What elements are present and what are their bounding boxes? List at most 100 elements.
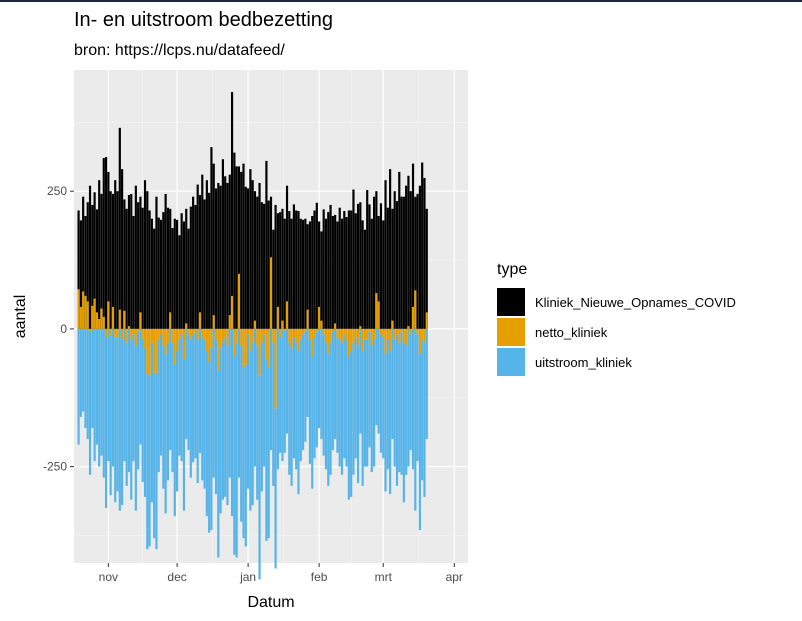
bar-kliniek-nieuwe-opnames — [372, 196, 376, 329]
bar-kliniek-nieuwe-opnames — [421, 162, 424, 329]
bar-uitstroom-kliniek — [308, 339, 312, 464]
legend-label: Kliniek_Nieuwe_Opnames_COVID — [535, 294, 736, 310]
bar-uitstroom-kliniek — [285, 328, 289, 434]
bar-uitstroom-kliniek — [340, 342, 344, 475]
bar-kliniek-nieuwe-opnames — [363, 229, 367, 329]
x-tick-label: jan — [239, 570, 256, 584]
bar-netto-kliniek — [340, 328, 344, 343]
bar-kliniek-nieuwe-opnames — [368, 204, 371, 329]
bar-uitstroom-kliniek — [171, 342, 174, 473]
bar-uitstroom-kliniek — [393, 339, 396, 467]
x-tick-label: mrt — [375, 570, 393, 584]
bar-netto-kliniek — [153, 328, 156, 373]
bar-uitstroom-kliniek — [425, 328, 428, 440]
bar-kliniek-nieuwe-opnames — [198, 195, 202, 329]
bar-uitstroom-kliniek — [366, 339, 369, 467]
bar-uitstroom-kliniek — [363, 339, 367, 467]
bar-kliniek-nieuwe-opnames — [288, 211, 291, 329]
bar-kliniek-nieuwe-opnames — [203, 199, 206, 329]
legend-key-black — [497, 288, 525, 316]
window-top-border — [0, 0, 802, 2]
bar-netto-kliniek — [240, 328, 243, 346]
bar-uitstroom-kliniek — [111, 328, 115, 467]
bar-netto-kliniek — [311, 328, 314, 357]
bar-kliniek-nieuwe-opnames — [299, 218, 302, 329]
bar-netto-kliniek — [379, 328, 383, 335]
bar-kliniek-nieuwe-opnames — [276, 213, 279, 329]
legend-label: netto_kliniek — [535, 324, 608, 340]
bar-netto-kliniek — [336, 328, 339, 338]
bar-uitstroom-kliniek — [150, 342, 153, 503]
bar-uitstroom-kliniek — [162, 345, 165, 489]
bar-netto-kliniek — [116, 328, 119, 338]
bar-netto-kliniek — [175, 328, 179, 351]
bar-netto-kliniek — [192, 328, 195, 336]
bar-kliniek-nieuwe-opnames — [274, 204, 277, 329]
y-tick-label: -250 — [43, 460, 67, 474]
bar-kliniek-nieuwe-opnames — [304, 218, 307, 329]
bar-netto-kliniek — [363, 328, 367, 340]
bar-netto-kliniek — [169, 312, 172, 329]
bar-kliniek-nieuwe-opnames — [327, 212, 330, 329]
bar-uitstroom-kliniek — [418, 353, 421, 530]
bar-uitstroom-kliniek — [180, 334, 183, 462]
bar-netto-kliniek — [256, 328, 259, 346]
bar-netto-kliniek — [162, 328, 165, 346]
bar-kliniek-nieuwe-opnames — [157, 217, 160, 329]
bar-uitstroom-kliniek — [345, 339, 348, 467]
bar-netto-kliniek — [182, 328, 186, 360]
bar-netto-kliniek — [398, 328, 401, 343]
bar-netto-kliniek — [269, 257, 273, 329]
bar-netto-kliniek — [251, 328, 254, 343]
bar-uitstroom-kliniek — [116, 337, 119, 492]
bar-kliniek-nieuwe-opnames — [414, 196, 417, 329]
bar-uitstroom-kliniek — [212, 328, 215, 478]
bar-kliniek-nieuwe-opnames — [384, 180, 387, 329]
bar-uitstroom-kliniek — [88, 331, 92, 475]
bar-kliniek-nieuwe-opnames — [114, 180, 117, 329]
bar-kliniek-nieuwe-opnames — [315, 202, 318, 329]
bar-kliniek-nieuwe-opnames — [235, 166, 238, 329]
bar-kliniek-nieuwe-opnames — [175, 219, 179, 329]
bar-netto-kliniek — [146, 328, 149, 373]
bar-netto-kliniek — [157, 328, 160, 340]
bar-netto-kliniek — [84, 295, 87, 329]
bar-uitstroom-kliniek — [400, 331, 403, 475]
bar-netto-kliniek — [359, 326, 362, 329]
bar-uitstroom-kliniek — [327, 353, 330, 486]
bar-kliniek-nieuwe-opnames — [240, 171, 243, 329]
bar-netto-kliniek — [219, 328, 222, 349]
bar-netto-kliniek — [382, 328, 385, 338]
bar-kliniek-nieuwe-opnames — [205, 180, 208, 329]
bar-uitstroom-kliniek — [127, 328, 131, 473]
bar-kliniek-nieuwe-opnames — [88, 185, 92, 329]
bar-netto-kliniek — [253, 320, 257, 329]
bar-kliniek-nieuwe-opnames — [242, 163, 245, 329]
bar-uitstroom-kliniek — [281, 328, 284, 462]
bar-netto-kliniek — [347, 328, 350, 357]
bar-kliniek-nieuwe-opnames — [382, 220, 385, 329]
bar-uitstroom-kliniek — [265, 359, 268, 541]
bar-kliniek-nieuwe-opnames — [86, 202, 89, 329]
bar-kliniek-nieuwe-opnames — [219, 185, 222, 329]
bar-kliniek-nieuwe-opnames — [244, 186, 247, 329]
bar-kliniek-nieuwe-opnames — [210, 147, 213, 329]
bar-uitstroom-kliniek — [148, 375, 151, 547]
bar-netto-kliniek — [210, 328, 213, 349]
bar-kliniek-nieuwe-opnames — [354, 213, 357, 329]
bar-kliniek-nieuwe-opnames — [196, 184, 199, 329]
bar-netto-kliniek — [308, 328, 312, 340]
bar-kliniek-nieuwe-opnames — [366, 190, 369, 329]
legend-item-kliniek-nieuwe-opnames: Kliniek_Nieuwe_Opnames_COVID — [497, 288, 736, 316]
bar-uitstroom-kliniek — [372, 339, 376, 467]
bar-kliniek-nieuwe-opnames — [173, 218, 176, 329]
bar-uitstroom-kliniek — [242, 367, 245, 539]
bar-kliniek-nieuwe-opnames — [247, 188, 250, 329]
bar-netto-kliniek — [173, 328, 176, 365]
bar-uitstroom-kliniek — [217, 370, 220, 558]
bar-netto-kliniek — [372, 328, 376, 340]
bar-uitstroom-kliniek — [288, 342, 291, 475]
x-tick-label: feb — [311, 570, 328, 584]
bar-netto-kliniek — [242, 328, 245, 368]
bar-uitstroom-kliniek — [84, 328, 87, 429]
